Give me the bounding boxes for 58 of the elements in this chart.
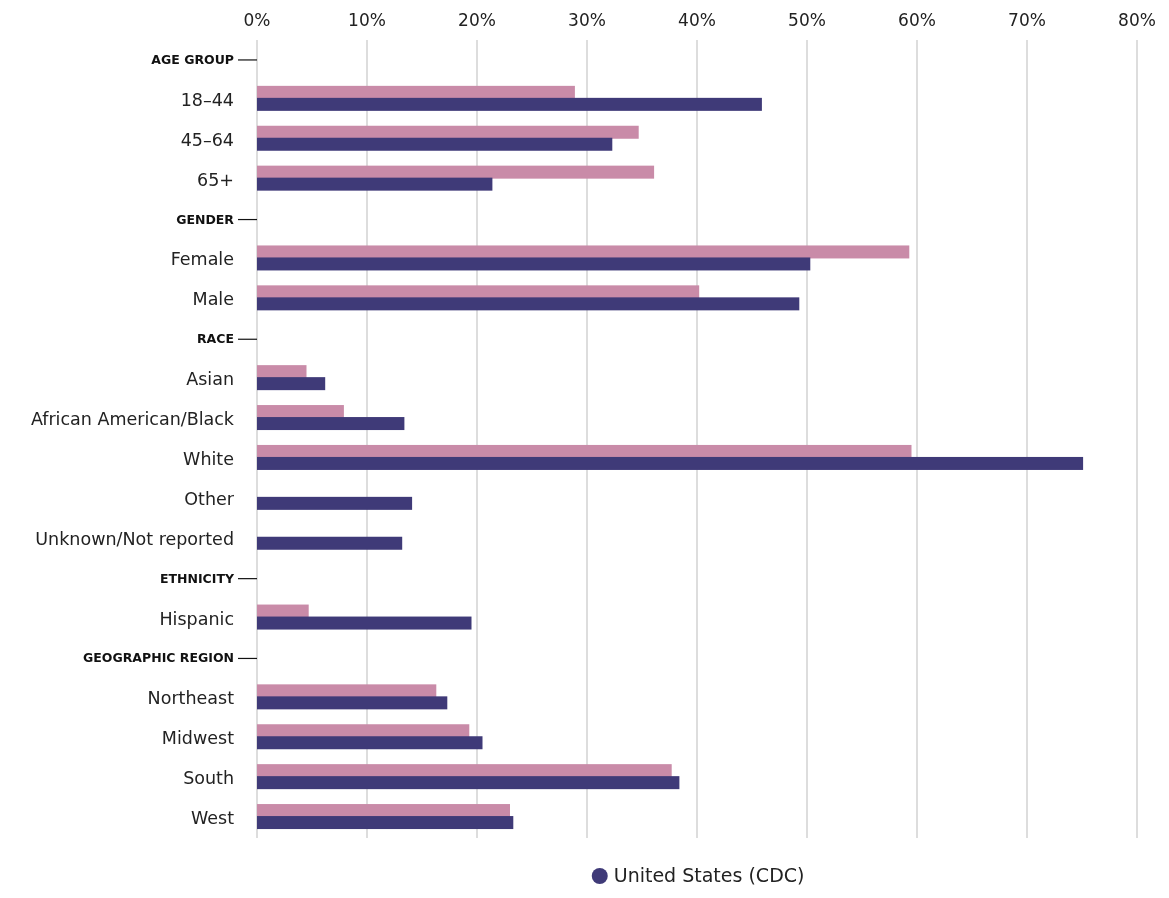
bar: [257, 444, 912, 458]
y-tick-label: ETHNICITY: [159, 570, 235, 586]
y-tick-label: Female: [170, 249, 234, 270]
y-tick-label: African American/Black: [30, 409, 235, 430]
bar: [257, 417, 405, 431]
bar: [257, 816, 514, 830]
bar: [257, 377, 326, 391]
bar: [257, 257, 811, 271]
x-tick-label: 10%: [348, 10, 386, 30]
bar: [257, 776, 680, 790]
y-tick-label: Asian: [186, 369, 234, 390]
x-tick-label: 40%: [678, 10, 716, 30]
legend-label: United States (CDC): [613, 864, 805, 886]
bar: [257, 736, 483, 750]
x-tick-label: 30%: [568, 10, 606, 30]
bar: [257, 764, 672, 778]
bar: [257, 285, 700, 299]
bar: [257, 405, 344, 419]
bar: [257, 604, 309, 618]
x-tick-label: 20%: [458, 10, 496, 30]
x-tick-label: 60%: [898, 10, 936, 30]
y-tick-label: 45–64: [180, 129, 234, 150]
y-tick-label: 18–44: [180, 89, 234, 110]
x-tick-label: 0%: [243, 10, 271, 30]
bar: [257, 297, 800, 311]
y-tick-label: West: [190, 808, 235, 829]
bar: [257, 724, 470, 738]
x-tick-label: 70%: [1008, 10, 1046, 30]
bar: [257, 125, 639, 139]
bar: [257, 696, 448, 710]
y-tick-label: 65+: [197, 169, 234, 190]
bar: [257, 496, 413, 510]
x-tick-label: 80%: [1118, 10, 1156, 30]
bar: [257, 536, 403, 550]
y-tick-label: GENDER: [176, 211, 235, 227]
y-tick-label: RACE: [196, 331, 234, 347]
y-tick-label: Unknown/Not reported: [35, 528, 234, 549]
y-tick-label: GEOGRAPHIC REGION: [83, 650, 234, 666]
y-tick-label: Other: [184, 488, 235, 509]
bar: [257, 684, 437, 698]
bar: [257, 97, 762, 111]
bar: [257, 137, 613, 151]
bar: [257, 85, 575, 99]
bar: [257, 177, 493, 191]
bar: [257, 245, 910, 259]
bar: [257, 456, 1084, 470]
bar: [257, 165, 655, 179]
bar: [257, 616, 472, 630]
x-tick-label: 50%: [788, 10, 826, 30]
y-tick-label: White: [183, 448, 234, 469]
y-tick-label: Hispanic: [159, 608, 234, 629]
bar: [257, 365, 307, 379]
bar: [257, 804, 510, 818]
y-tick-label: Midwest: [161, 728, 235, 749]
y-tick-label: South: [183, 768, 234, 789]
y-tick-label: Male: [192, 289, 234, 310]
y-tick-label: Northeast: [147, 688, 235, 709]
y-tick-label: AGE GROUP: [151, 51, 234, 67]
